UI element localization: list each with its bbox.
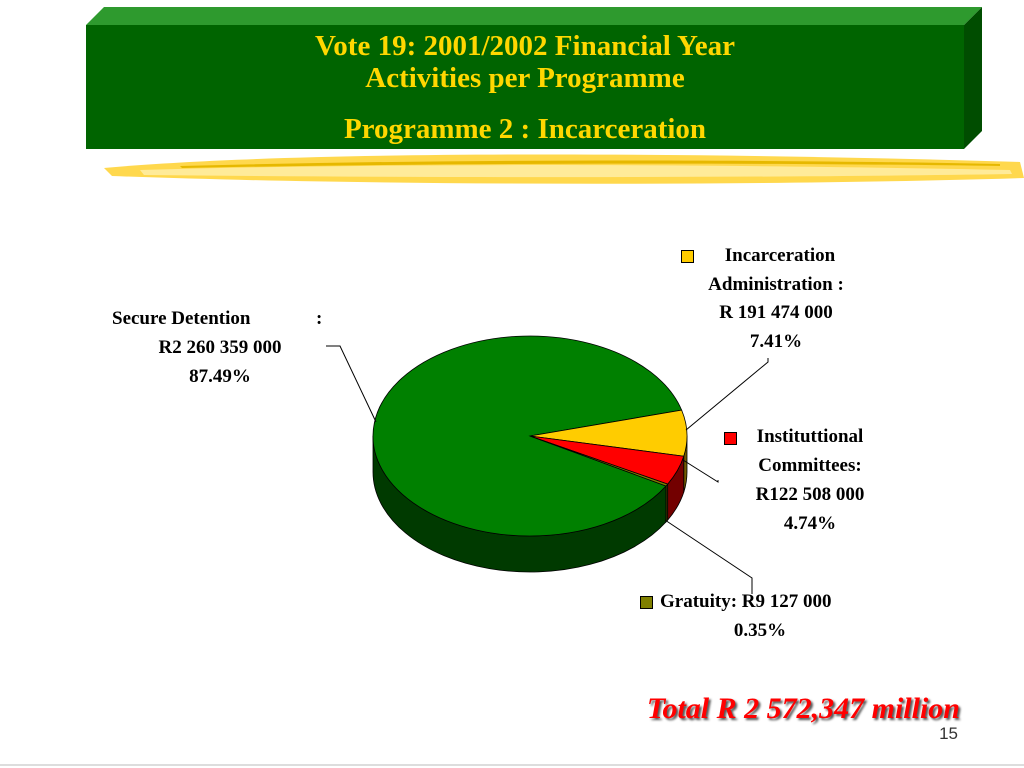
pie-side-3	[665, 483, 669, 524]
incarceration-admin-line1: Incarceration	[724, 245, 836, 266]
incarceration-admin-line2: Administration :	[708, 274, 844, 295]
institutional-committees-percent: 4.74%	[783, 513, 837, 534]
institutional-committees-amount: R122 508 000	[755, 484, 865, 505]
leader-line-2	[682, 459, 719, 483]
leader-line-3	[664, 519, 753, 594]
label-secure-detention-title: Secure Detention	[112, 304, 250, 333]
legend-swatch-incarceration-admin	[681, 250, 694, 263]
leader-line-1	[685, 358, 769, 431]
institutional-committees-line1: Instituttional	[756, 426, 864, 447]
pie-slice-3	[529, 435, 669, 487]
title-line-1: Vote 19: 2001/2002 Financial Year	[315, 30, 735, 62]
institutional-committees-line2: Committees:	[758, 455, 862, 476]
total-amount: Total R 2 572,347 million	[646, 692, 960, 725]
legend-swatch-gratuity	[640, 596, 653, 609]
secure-detention-percent: 87.49%	[189, 366, 251, 387]
gratuity-label: Gratuity: R9 127 000	[660, 591, 832, 612]
legend-swatch-institutional-committees	[724, 432, 737, 445]
page-number: 15	[939, 724, 958, 743]
banner-front-face	[86, 25, 964, 149]
leader-line-0	[326, 345, 377, 423]
gratuity-percent: 0.35%	[733, 620, 787, 641]
secure-detention-colon: :	[316, 308, 323, 329]
title-line-2: Activities per Programme	[365, 62, 685, 94]
secure-detention-amount: R2 260 359 000	[158, 337, 282, 358]
banner-top-face	[86, 7, 982, 25]
secure-detention-name: Secure Detention	[112, 308, 251, 329]
brush-shadow	[180, 160, 1000, 168]
chart-title: Programme 2 : Incarceration	[343, 113, 707, 145]
incarceration-admin-percent: 7.41%	[749, 331, 803, 352]
brush-highlight	[140, 165, 1012, 178]
banner-side-face	[964, 7, 982, 149]
pie-slice-0	[372, 335, 683, 537]
incarceration-admin-amount: R 191 474 000	[719, 302, 833, 323]
